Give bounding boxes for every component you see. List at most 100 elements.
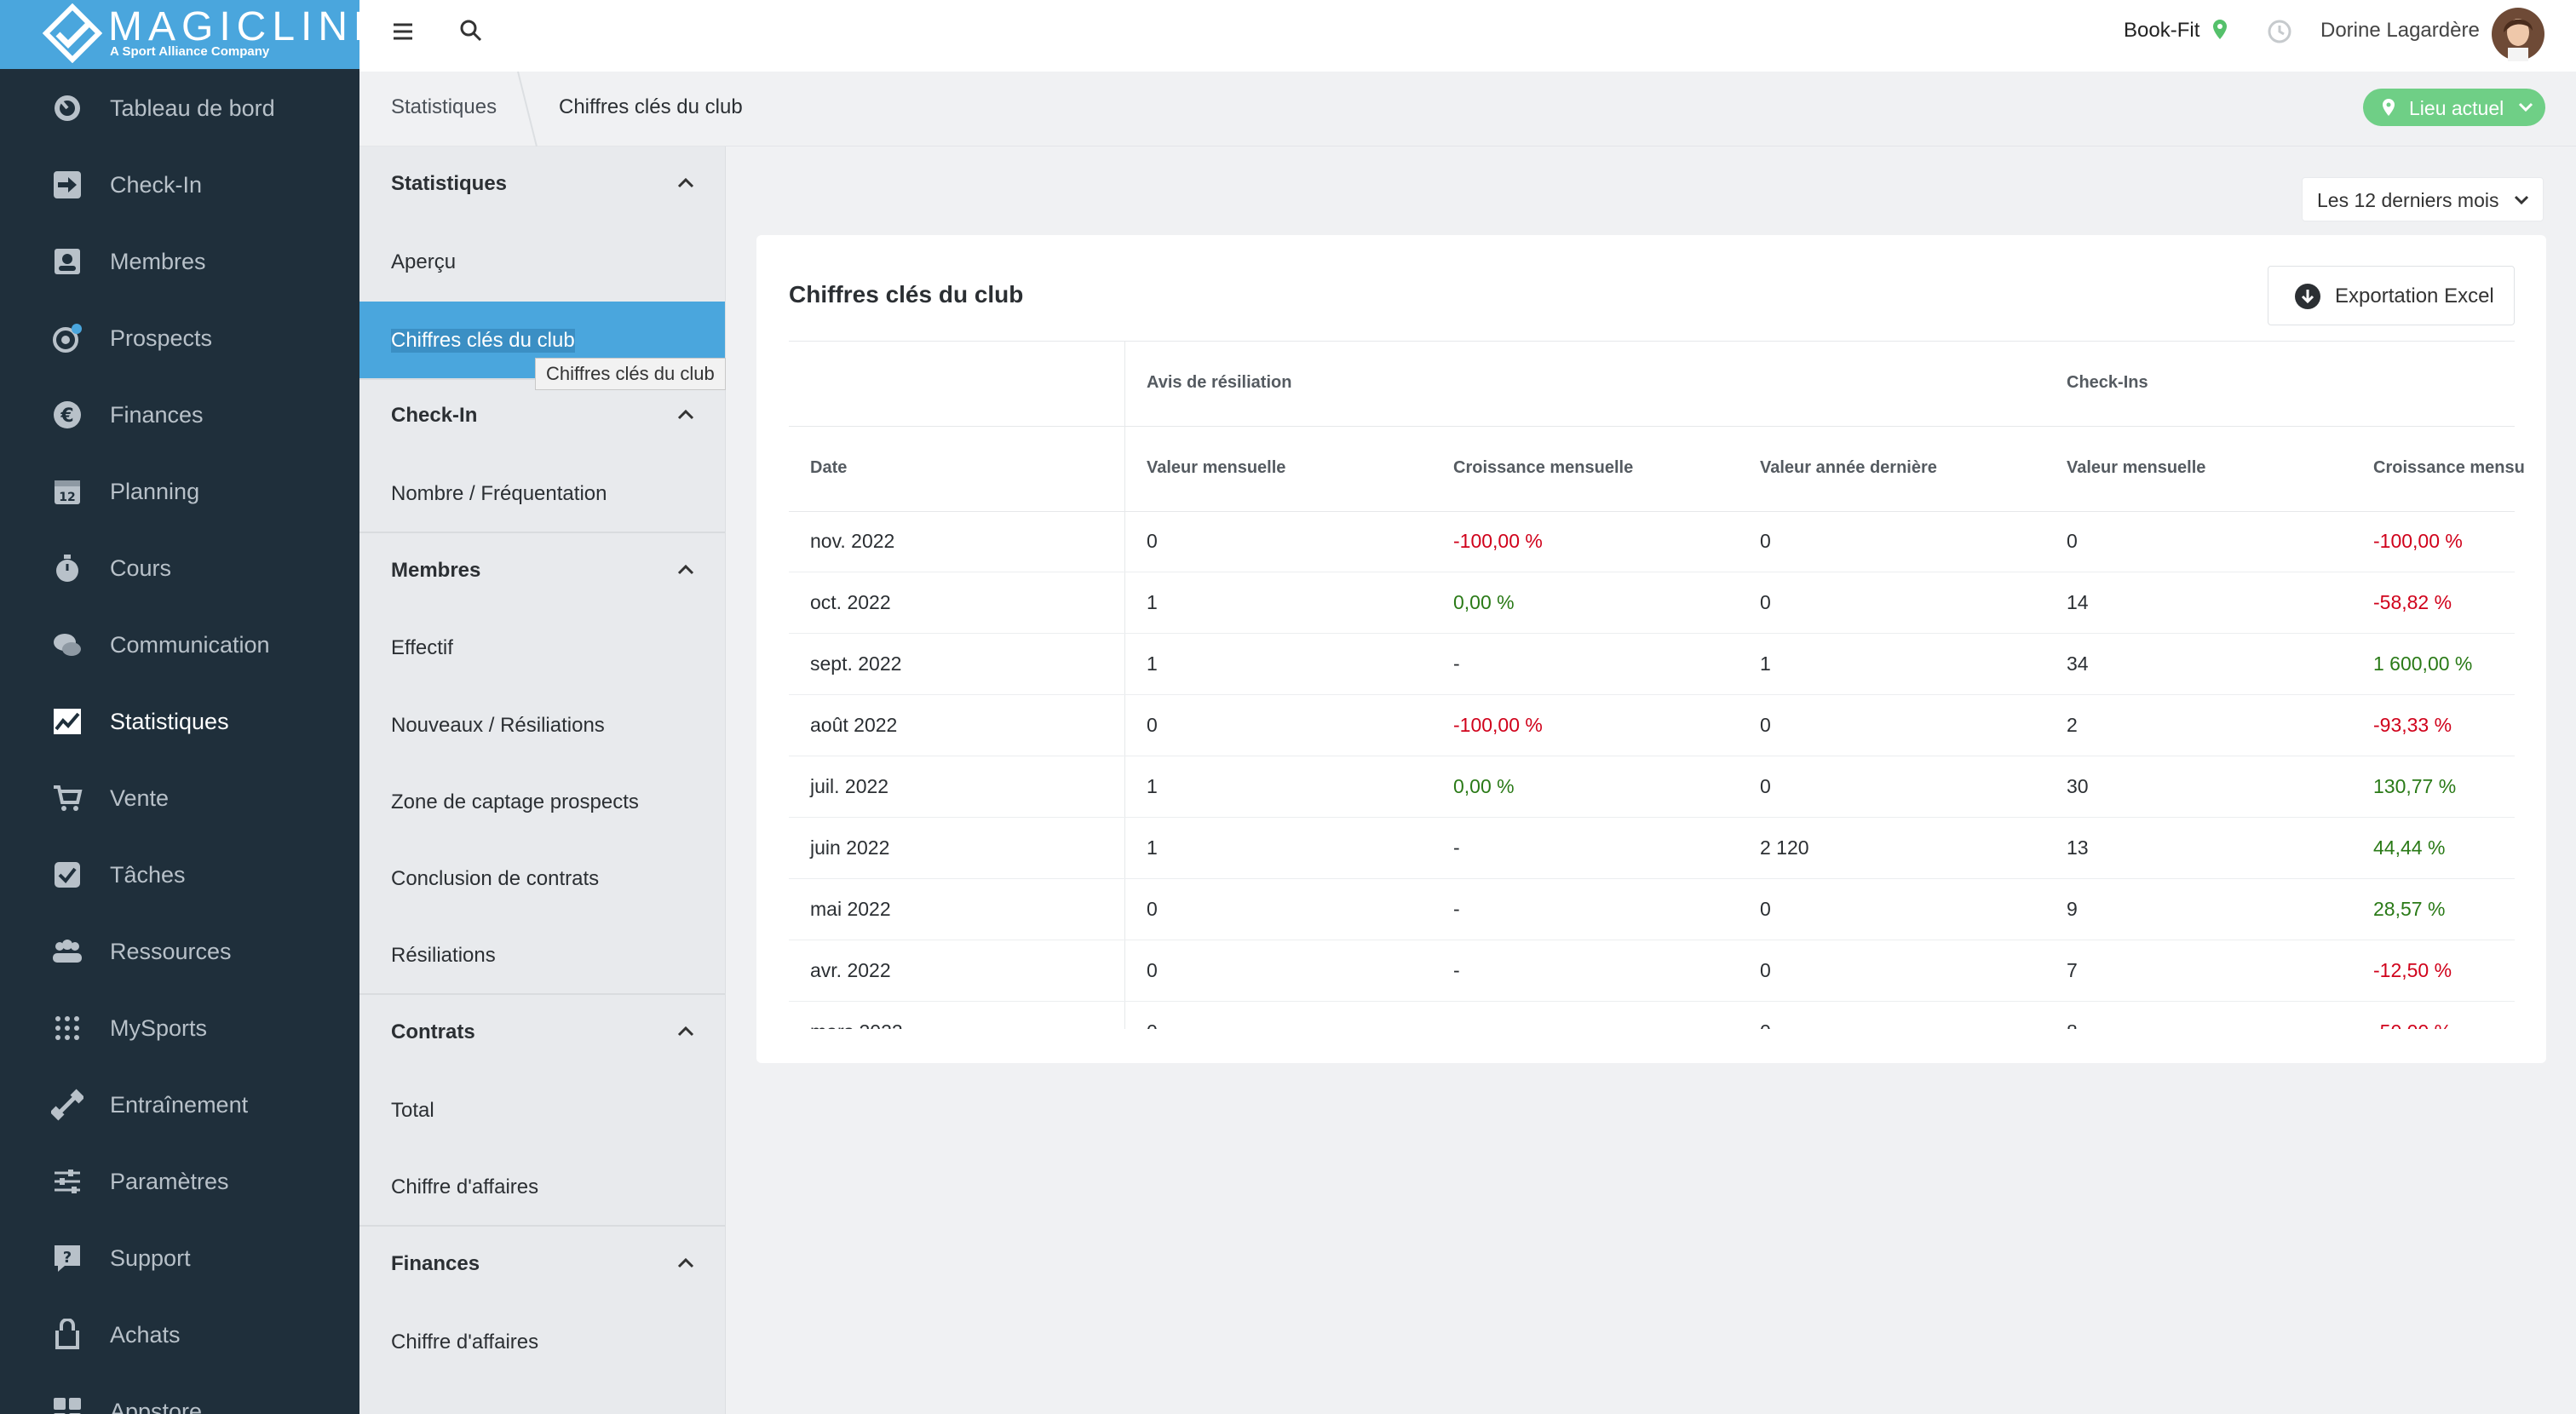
sidebar-item-achats[interactable]: Achats: [0, 1296, 359, 1373]
chevron-down-icon: [2514, 195, 2529, 205]
sidebar-item-membres[interactable]: Membres: [0, 223, 359, 300]
sidebar-item-label: Paramètres: [110, 1168, 229, 1194]
submenu-item-nouveaux-resiliations[interactable]: Nouveaux / Résiliations: [359, 687, 725, 763]
submenu-item-resiliations[interactable]: Résiliations: [359, 917, 725, 993]
submenu-section-finances[interactable]: Finances: [359, 1227, 725, 1303]
table-row[interactable]: [789, 511, 2515, 572]
submenu-section-statistiques[interactable]: Statistiques: [359, 147, 725, 223]
sidebar-item-finances[interactable]: € Finances: [0, 376, 359, 453]
sidebar-item-check-in[interactable]: Check-In: [0, 147, 359, 223]
submenu-item-total[interactable]: Total: [359, 1072, 725, 1148]
breadcrumb-item-statistiques[interactable]: Statistiques: [391, 95, 497, 118]
studio-name[interactable]: Book-Fit: [2124, 19, 2200, 42]
sidebar-item-support[interactable]: ? Support: [0, 1220, 359, 1296]
column-header-croissance-mensuelle[interactable]: Croissance mensuelle: [1453, 458, 1634, 477]
table-row[interactable]: [789, 634, 2515, 695]
sidebar-item-vente[interactable]: Vente: [0, 760, 359, 836]
sidebar-item-ressources[interactable]: Ressources: [0, 913, 359, 990]
sidebar-item-mysports[interactable]: MySports: [0, 990, 359, 1066]
table-row[interactable]: [789, 756, 2515, 818]
sidebar: MAGICLINE A Sport Alliance Company Table…: [0, 0, 359, 1414]
table-row[interactable]: [789, 818, 2515, 879]
table-cell-v1: 1: [1147, 591, 1158, 613]
submenu-section-title: Finances: [391, 1252, 480, 1275]
table-row[interactable]: [789, 1002, 2515, 1029]
column-header-valeur-annee-derniere[interactable]: Valeur année dernière: [1760, 458, 1937, 477]
location-button[interactable]: Lieu actuel: [2363, 89, 2545, 126]
sidebar-item-label: Cours: [110, 555, 172, 581]
submenu-item-effectif[interactable]: Effectif: [359, 609, 725, 686]
submenu-item-zone-captage[interactable]: Zone de captage prospects: [359, 763, 725, 840]
stopwatch-icon: [56, 555, 78, 582]
submenu-divider: [359, 993, 725, 995]
sidebar-item-entrainement[interactable]: Entraînement: [0, 1066, 359, 1143]
submenu-item-conclusion-contrats[interactable]: Conclusion de contrats: [359, 840, 725, 917]
table-row[interactable]: [789, 940, 2515, 1002]
submenu-item-label: Chiffres clés du club: [391, 329, 575, 353]
submenu-item-apercu[interactable]: Aperçu: [359, 223, 725, 300]
table-cell-v2: 7: [2067, 959, 2078, 981]
brand-name: MAGICLINE: [108, 4, 359, 49]
sidebar-item-label: Vente: [110, 785, 170, 811]
table-row[interactable]: [789, 695, 2515, 756]
header-divider: [789, 511, 2515, 512]
svg-text:€: €: [60, 405, 73, 427]
sidebar-item-statistiques[interactable]: Statistiques: [0, 683, 359, 760]
submenu-section-check-in[interactable]: Check-In: [359, 378, 725, 455]
user-name[interactable]: Dorine Lagardère: [2320, 19, 2480, 42]
column-header-checkins-valeur-mensuelle[interactable]: Valeur mensuelle: [2067, 458, 2206, 477]
table-cell-v1: 0: [1147, 1020, 1158, 1029]
column-header-checkins-croissance[interactable]: Croissance mensu: [2373, 458, 2525, 477]
submenu-item-chiffre-affaires-contrats[interactable]: Chiffre d'affaires: [359, 1148, 725, 1225]
checkin-icon: [54, 171, 81, 198]
chevron-up-icon: [677, 1257, 694, 1268]
sidebar-item-appstore[interactable]: Appstore: [0, 1373, 359, 1414]
table-cell-g1: 0,00 %: [1453, 591, 1515, 613]
sidebar-item-taches[interactable]: Tâches: [0, 836, 359, 913]
submenu-item-chiffre-affaires-finances[interactable]: Chiffre d'affaires: [359, 1303, 725, 1380]
period-select-value: Les 12 derniers mois: [2317, 189, 2499, 211]
submenu-section-contrats[interactable]: Contrats: [359, 995, 725, 1072]
table-row[interactable]: [789, 572, 2515, 634]
table-cell-g1: 0,00 %: [1453, 775, 1515, 797]
hamburger-menu-icon[interactable]: [392, 20, 414, 43]
table-cell-g2: -100,00 %: [2373, 530, 2463, 552]
breadcrumb: Statistiques Chiffres clés du club Lieu …: [359, 72, 2576, 147]
topbar: Book-Fit Dorine Lagardère: [359, 0, 2576, 72]
column-header-date[interactable]: Date: [810, 458, 848, 477]
sidebar-item-parametres[interactable]: Paramètres: [0, 1143, 359, 1220]
column-header-valeur-mensuelle[interactable]: Valeur mensuelle: [1147, 458, 1286, 477]
submenu-section-membres[interactable]: Membres: [359, 533, 725, 610]
sidebar-item-prospects[interactable]: Prospects: [0, 300, 359, 376]
header-divider: [789, 426, 2515, 427]
breadcrumb-separator: [517, 72, 538, 147]
avatar[interactable]: [2491, 7, 2545, 61]
shop-icon: [55, 1319, 79, 1349]
export-excel-button[interactable]: Exportation Excel: [2268, 266, 2515, 325]
submenu-item-frequentation[interactable]: Nombre / Fréquentation: [359, 455, 725, 532]
table-cell-g2: -12,50 %: [2373, 959, 2452, 981]
sidebar-item-communication[interactable]: Communication: [0, 606, 359, 683]
cart-icon: [54, 785, 83, 811]
sidebar-item-cours[interactable]: Cours: [0, 530, 359, 606]
sidebar-item-label: Membres: [110, 248, 206, 274]
search-icon[interactable]: [459, 19, 483, 43]
sidebar-item-tableau-de-bord[interactable]: Tableau de bord: [0, 70, 359, 147]
chevron-up-icon: [677, 564, 694, 575]
sidebar-item-planning[interactable]: 12 Planning: [0, 453, 359, 530]
clock-icon[interactable]: [2267, 19, 2292, 44]
table-cell-v2: 2: [2067, 714, 2078, 736]
period-select[interactable]: Les 12 derniers mois: [2302, 177, 2544, 221]
logo[interactable]: MAGICLINE A Sport Alliance Company: [0, 0, 359, 69]
sliders-icon: [55, 1170, 80, 1193]
submenu-item-label: Total: [391, 1099, 434, 1122]
table-cell-v2: 9: [2067, 898, 2078, 920]
calendar-icon: 12: [55, 480, 80, 504]
svg-text:?: ?: [63, 1249, 72, 1267]
submenu-divider: [359, 532, 725, 533]
table-cell-g2: -50,00 %: [2373, 1020, 2452, 1029]
chat-icon: [54, 634, 81, 656]
apps-icon: [54, 1398, 81, 1414]
table-cell-v2: 8: [2067, 1020, 2078, 1029]
table-row[interactable]: [789, 879, 2515, 940]
